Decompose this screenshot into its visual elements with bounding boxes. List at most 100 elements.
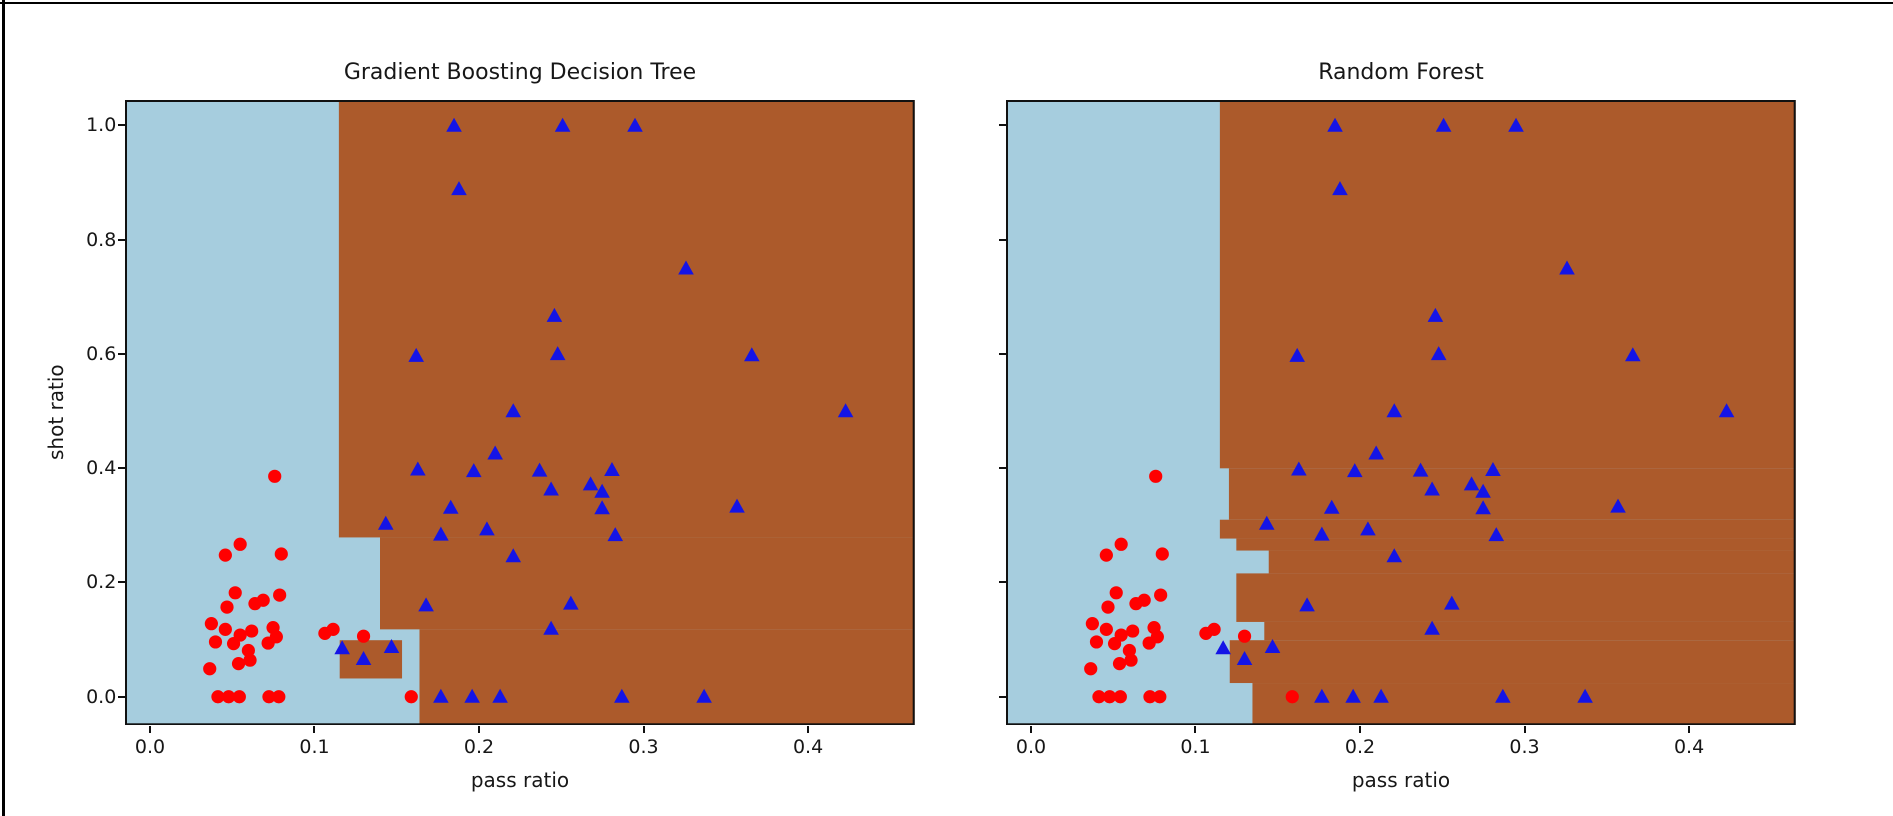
scatter-point-blue-triangle: [1327, 117, 1344, 132]
scatter-point-blue-triangle: [594, 500, 611, 515]
scatter-point-blue-triangle: [1485, 461, 1502, 476]
scatter-point-blue-triangle: [1314, 526, 1330, 541]
x-tick-mark: [313, 726, 316, 734]
axes-spine: [1006, 99, 1796, 726]
scatter-point-blue-triangle: [543, 620, 560, 635]
scatter-point-red-circle: [274, 547, 289, 561]
scatter-point-blue-triangle: [356, 650, 372, 665]
scatter-point-red-circle: [273, 588, 287, 602]
scatter-point-red-circle: [1100, 622, 1114, 636]
decision-region-class1: [380, 537, 915, 630]
window-border-left: [2, 0, 5, 816]
scatter-point-red-circle: [1084, 661, 1098, 676]
scatter-point-blue-triangle: [1265, 638, 1281, 653]
x-tick-label: 0.1: [299, 736, 330, 758]
y-tick-mark: [118, 124, 126, 127]
scatter-point-red-circle: [219, 548, 233, 562]
scatter-point-blue-triangle: [555, 117, 571, 132]
y-tick-mark: [118, 467, 126, 470]
x-tick-mark: [1523, 726, 1526, 734]
scatter-point-blue-triangle: [418, 597, 435, 612]
y-tick-mark: [999, 124, 1007, 127]
scatter-point-blue-triangle: [1719, 403, 1735, 418]
plot-area-random-forest: [1006, 99, 1796, 726]
scatter-point-red-circle: [205, 616, 219, 631]
decision-region-class1: [419, 629, 915, 726]
scatter-point-blue-triangle: [729, 498, 746, 513]
scatter-point-red-circle: [220, 600, 234, 614]
x-tick-mark: [1029, 726, 1032, 734]
scatter-point-red-circle: [203, 661, 217, 676]
scatter-point-blue-triangle: [384, 638, 400, 653]
decision-region-class1: [1252, 682, 1796, 726]
scatter-point-blue-triangle: [543, 481, 560, 496]
scatter-point-red-circle: [233, 537, 248, 551]
scatter-point-blue-triangle: [464, 688, 481, 703]
scatter-point-blue-triangle: [607, 526, 624, 541]
scatter-point-blue-triangle: [550, 345, 566, 360]
scatter-point-red-circle: [242, 643, 256, 657]
scatter-point-blue-triangle: [378, 515, 394, 530]
scatter-point-red-circle: [1142, 636, 1157, 650]
x-tick-label: 0.0: [134, 736, 166, 758]
plot-title-rf: Random Forest: [1318, 60, 1484, 85]
x-tick-label: 0.2: [1344, 736, 1376, 758]
scatter-point-red-circle: [1124, 653, 1138, 667]
y-tick-label: 0.8: [86, 228, 117, 251]
scatter-point-blue-triangle: [594, 483, 611, 498]
scatter-point-blue-triangle: [1259, 515, 1275, 530]
x-tick-label: 0.4: [1673, 736, 1705, 758]
scatter-point-blue-triangle: [678, 260, 695, 275]
scatter-point-blue-triangle: [1475, 500, 1492, 515]
scatter-point-red-circle: [227, 636, 241, 651]
scatter-point-blue-triangle: [744, 347, 760, 362]
scatter-point-blue-triangle: [1291, 461, 1307, 476]
scatter-point-red-circle: [233, 689, 247, 704]
scatter-point-red-circle: [228, 586, 243, 600]
scatter-point-red-circle: [1155, 547, 1170, 561]
x-tick-label: 0.3: [628, 736, 659, 758]
scatter-point-blue-triangle: [1299, 597, 1316, 612]
scatter-point-red-circle: [1109, 586, 1124, 600]
scatter-point-blue-triangle: [1577, 688, 1594, 703]
scatter-point-red-circle: [1090, 635, 1104, 649]
scatter-point-blue-triangle: [583, 476, 599, 491]
scatter-point-red-circle: [1123, 643, 1137, 657]
decision-region-class1: [1264, 621, 1796, 641]
y-tick-label: 0.0: [86, 685, 117, 708]
scatter-point-blue-triangle: [505, 403, 522, 418]
scatter-point-red-circle: [326, 622, 341, 636]
scatter-point-red-circle: [1108, 636, 1122, 651]
scatter-point-blue-triangle: [1475, 483, 1492, 498]
scatter-point-blue-triangle: [1413, 462, 1429, 477]
scatter-point-red-circle: [1285, 689, 1300, 704]
scatter-point-red-circle: [357, 629, 371, 643]
y-tick-mark: [999, 695, 1007, 698]
scatter-point-blue-triangle: [1347, 462, 1363, 477]
scatter-point-blue-triangle: [1360, 521, 1377, 536]
scatter-point-blue-triangle: [1424, 481, 1441, 496]
scatter-point-red-circle: [1149, 469, 1163, 483]
plot-area-gbdt: [125, 99, 915, 726]
y-tick-label: 0.4: [86, 457, 117, 480]
y-tick-mark: [118, 238, 126, 241]
scatter-point-blue-triangle: [1324, 499, 1340, 514]
y-tick-mark: [118, 581, 126, 584]
scatter-point-red-circle: [1137, 593, 1152, 607]
decision-region-class1: [339, 99, 915, 538]
x-tick-mark: [148, 726, 151, 734]
scatter-point-red-circle: [404, 689, 419, 704]
scatter-point-blue-triangle: [492, 688, 509, 703]
scatter-point-blue-triangle: [1215, 639, 1232, 654]
scatter-point-blue-triangle: [604, 461, 621, 476]
scatter-point-blue-triangle: [1289, 347, 1306, 362]
scatter-point-red-circle: [1126, 624, 1140, 638]
scatter-point-blue-triangle: [696, 688, 713, 703]
xaxis-label-gbdt: pass ratio: [470, 768, 570, 792]
scatter-point-red-circle: [1207, 622, 1222, 636]
scatter-point-blue-triangle: [479, 521, 496, 536]
scatter-point-blue-triangle: [532, 462, 548, 477]
scatter-point-red-circle: [1113, 656, 1127, 671]
scatter-point-red-circle: [262, 689, 276, 704]
y-tick-mark: [999, 581, 1007, 584]
